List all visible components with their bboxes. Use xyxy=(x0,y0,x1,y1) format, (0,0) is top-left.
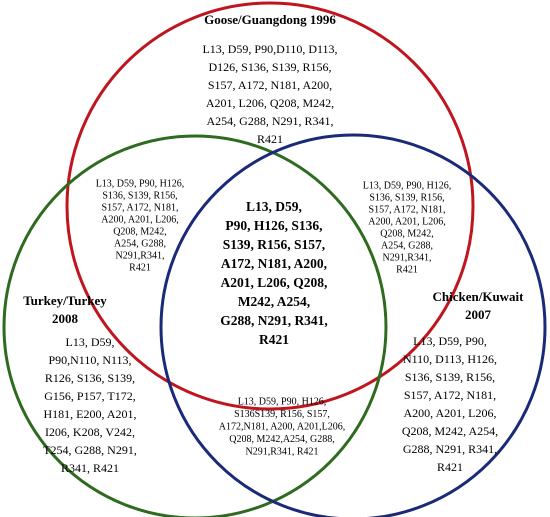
region-text: R341, R421 xyxy=(61,461,119,475)
region-text: R126, S136, S139, xyxy=(45,371,135,385)
region-text: N291,R341, R421 xyxy=(245,446,318,457)
region-text: A201, L206, Q208, M242, xyxy=(206,96,334,110)
region-text: A200, A201, L206, xyxy=(368,216,446,227)
region-text: L13, D59, xyxy=(66,335,115,349)
region-text: Q208, M242, A254, xyxy=(402,424,498,438)
region-text: R421 xyxy=(437,460,463,474)
region-text: R421 xyxy=(259,332,289,347)
region-text: L13, D59, P90, H126, xyxy=(238,396,327,407)
region-text: S157, A172, N181, xyxy=(369,204,446,215)
region-text: S136, S139, R156, xyxy=(405,370,495,384)
region-text: S136, S139, R156, xyxy=(102,190,177,201)
region-text: L13, D59, xyxy=(246,199,302,214)
region-text: A201, L206, Q208, xyxy=(221,275,328,290)
region-text: L13, D59, P90,D110, D113, xyxy=(202,42,337,56)
region-text: H181, E200, A201, xyxy=(44,407,137,421)
region-text: A200, A201, L206, xyxy=(101,214,179,225)
region-text: L13, D59, P90, xyxy=(413,334,487,348)
set-label: Turkey/Turkey xyxy=(23,293,107,308)
region-text: A172, N181, A200, xyxy=(221,256,327,271)
set-label: Chicken/Kuwait xyxy=(432,289,524,304)
set-label: 2007 xyxy=(465,307,492,322)
region-text: Q208, M242, xyxy=(380,228,434,239)
set-label: Goose/Guangdong 1996 xyxy=(204,12,336,27)
region-text: L13, D59, P90, H126, xyxy=(363,180,452,191)
region-text: Q208, M242,A254, G288, xyxy=(229,434,335,445)
chicken-circle xyxy=(159,133,547,517)
region-text: G288, N291, R341, xyxy=(403,442,497,456)
region-text: A254, G288, xyxy=(114,238,166,249)
region-text: A172,N181, A200, A201,L206, xyxy=(219,421,345,432)
region-text: P90, H126, S136, xyxy=(225,218,322,233)
goose-circle xyxy=(65,1,475,411)
region-text: S139, R156, S157, xyxy=(223,237,325,252)
region-text: D126, S136, S139, R156, xyxy=(208,60,331,74)
set-label: 2008 xyxy=(52,311,79,326)
region-text: A200, A201, L206, xyxy=(404,406,497,420)
region-text: N291,R341, xyxy=(116,250,165,261)
region-text: A254, G288, N291, R341, xyxy=(206,114,333,128)
region-text: S136S139, R156, S157, xyxy=(234,409,330,420)
region-text: M242, A254, xyxy=(238,294,310,309)
region-text: S157, A172, N181, xyxy=(404,388,496,402)
region-text: L13, D59, P90, H126, xyxy=(96,178,185,189)
region-text: N110, D113, H126, xyxy=(403,352,497,366)
region-text: R421 xyxy=(129,262,151,273)
turkey-circle xyxy=(2,134,388,517)
region-text: G288, N291, R341, xyxy=(220,313,328,328)
region-text: S136, S139, R156, xyxy=(369,192,444,203)
region-text: R421 xyxy=(396,264,418,275)
region-text: I206, K208, V242, xyxy=(45,425,135,439)
region-text: P90,N110, N113, xyxy=(48,353,131,367)
region-text: R421 xyxy=(257,132,283,146)
region-text: G156, P157, T172, xyxy=(44,389,135,403)
region-text: A254, G288, xyxy=(381,240,433,251)
region-text: Q208, M242, xyxy=(113,226,167,237)
region-text: S157, A172, N181, A200, xyxy=(208,78,332,92)
region-text: T254, G288, N291, xyxy=(43,443,137,457)
region-text: S157, A172, N181, xyxy=(102,202,179,213)
region-text: N291,R341, xyxy=(383,252,432,263)
